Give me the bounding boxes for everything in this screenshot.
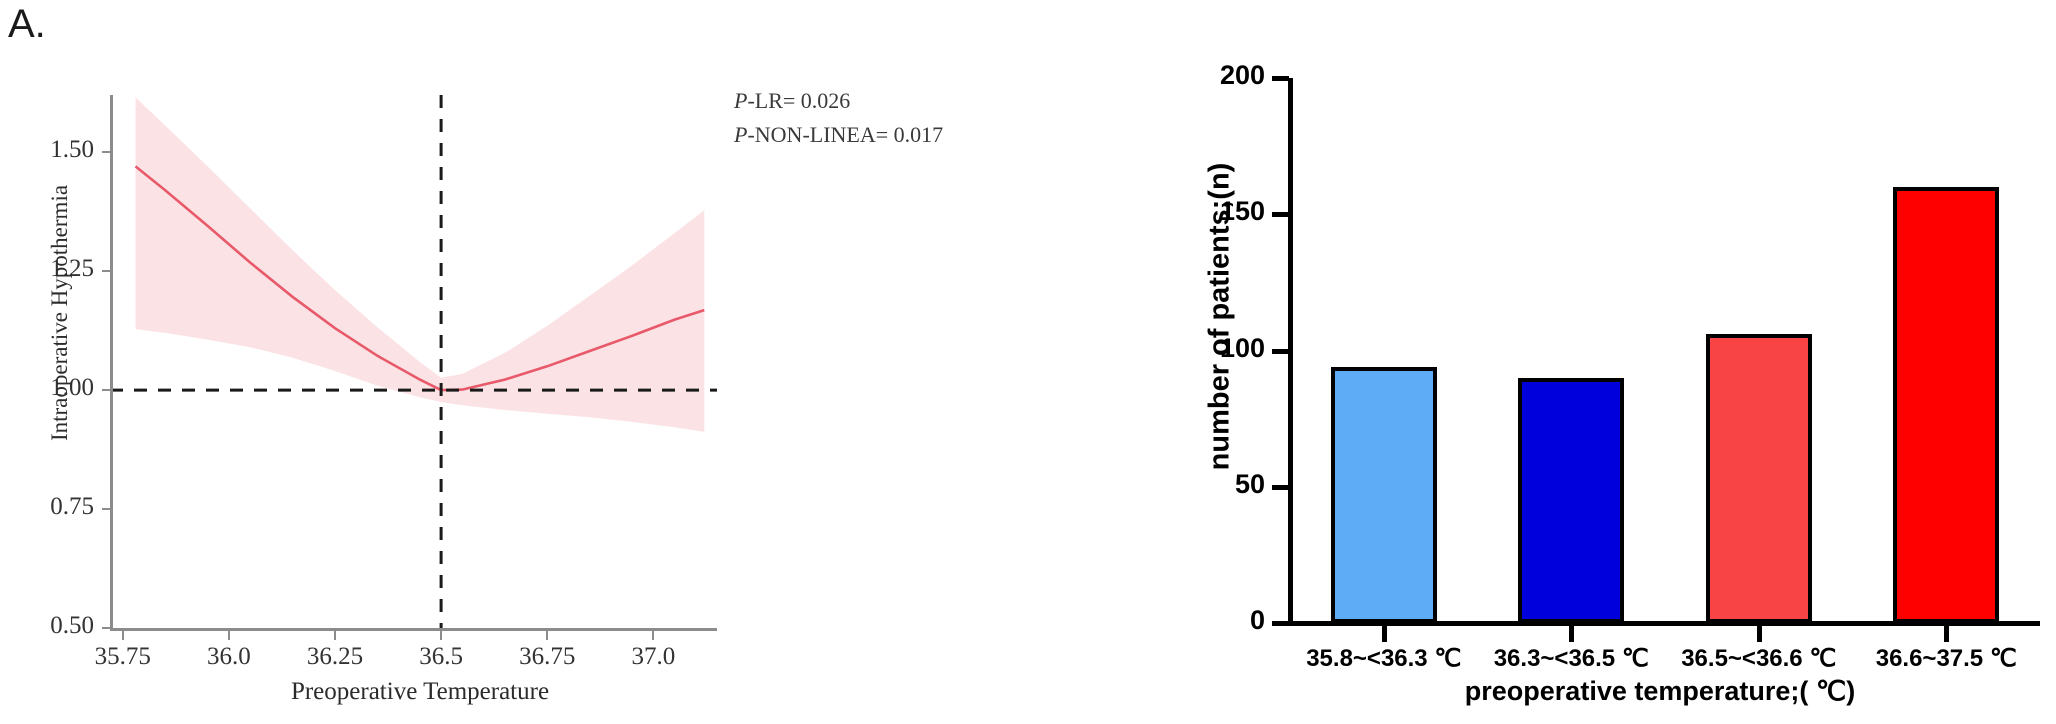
panel-a-x-tick — [227, 631, 230, 640]
panel-b-y-axis — [1288, 78, 1293, 626]
panel-a-y-tick — [102, 508, 113, 511]
panel-a-x-tick — [546, 631, 549, 640]
panel-b-y-tick-label: 150 — [1219, 196, 1265, 227]
panel-a-y-tick-label: 1.50 — [50, 136, 94, 164]
panel-a-curve-svg — [110, 95, 717, 628]
panel-a-y-tick-label: 0.50 — [50, 612, 94, 639]
panel-b-category-label: 36.6~37.5 ℃ — [1875, 645, 2017, 672]
panel-a-y-axis-label: Intraoperative Hypothermia — [47, 184, 72, 442]
panel-b-y-tick-label: 0 — [1249, 605, 1265, 635]
panel-b-y-tick — [1272, 621, 1289, 626]
panel-b-x-axis — [1288, 621, 2040, 626]
panel-b-x-axis-label: preoperative temperature;( ℃) — [1464, 676, 1856, 706]
confidence-band — [135, 97, 705, 432]
panel-a-y-tick — [102, 270, 113, 273]
p-nonlinear-annotation: P-NON-LINEA= 0.017 — [734, 122, 943, 148]
panel-a-x-axis — [110, 628, 717, 631]
panel-b-y-tick — [1272, 348, 1289, 354]
panel-b-category-label: 36.3~<36.5 ℃ — [1493, 645, 1649, 672]
panel-a-x-tick — [121, 631, 124, 640]
p-lr-value: -LR= 0.026 — [747, 88, 851, 113]
p-nonlinear-value: -NON-LINEA= 0.017 — [747, 122, 944, 147]
panel-b-category-label: 35.8~<36.3 ℃ — [1306, 645, 1462, 672]
panel-b-category-label: 36.5~<36.6 ℃ — [1681, 645, 1837, 672]
panel-a-x-tick-label: 36.25 — [306, 643, 364, 670]
panel-a-y-axis — [110, 95, 113, 631]
panel-b-y-tick-label: 50 — [1234, 468, 1265, 499]
panel-b-x-tick — [1569, 626, 1575, 642]
panel-b-y-tick-label: 200 — [1219, 60, 1265, 90]
panel-a-x-tick-label: 36.0 — [206, 643, 251, 670]
panel-a-x-axis-label: Preoperative Temperature — [290, 678, 550, 705]
panel-b-bar — [1705, 334, 1812, 623]
panel-a-x-tick-label: 36.5 — [419, 643, 463, 670]
panel-a-y-tick-label: 1.00 — [50, 374, 94, 402]
panel-b-y-tick-label: 100 — [1219, 332, 1265, 363]
panel-a-x-tick — [440, 631, 443, 640]
panel-b-y-tick — [1272, 76, 1289, 81]
panel-b-bar — [1893, 187, 2000, 623]
or-curve — [134, 165, 705, 392]
panel-b-x-tick — [1756, 626, 1762, 642]
p-nonlinear-italic-p: P — [734, 122, 748, 147]
p-lr-italic-p: P — [734, 88, 748, 113]
panel-a: A. 0.50 0.75 1.00 1.25 1.50 35.75 36.0 36.25 36.… — [8, 2, 943, 705]
panel-a-x-tick-label: 35.75 — [94, 643, 151, 670]
panel-a-x-tick-label: 36.75 — [519, 643, 576, 670]
panel-a-y-tick-label: 0.75 — [50, 493, 94, 521]
panel-a-x-tick — [652, 631, 655, 640]
panel-b-y-tick — [1272, 212, 1289, 218]
panel-b-y-axis-label: number of patients;(n) — [1203, 162, 1236, 471]
panel-a-x-tick-label: 37.0 — [631, 643, 676, 670]
panel-a-y-tick — [102, 151, 113, 154]
p-lr-annotation: P-LR= 0.026 — [734, 88, 850, 114]
panel-a-y-tick — [102, 627, 113, 629]
panel-a-x-tick — [333, 631, 336, 640]
panel-b-bar — [1330, 366, 1437, 623]
panel-b-y-tick — [1272, 484, 1289, 490]
panel-b-x-tick — [1944, 626, 1950, 642]
panel-a-y-tick — [102, 389, 113, 392]
panel-a-letter: A. — [8, 2, 46, 46]
panel-a-y-tick-label: 1.25 — [50, 255, 94, 283]
panel-b-bar — [1518, 377, 1625, 623]
panel-b-x-tick — [1381, 626, 1387, 642]
